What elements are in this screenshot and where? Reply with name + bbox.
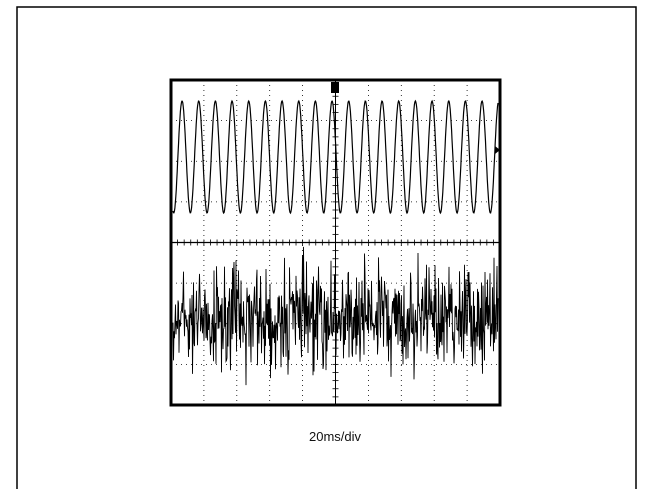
grid — [170, 79, 501, 406]
caption: 20ms/div — [309, 429, 362, 444]
level-marker — [495, 146, 500, 154]
sine-trace — [172, 99, 499, 215]
noise-trace — [172, 246, 499, 386]
trigger-marker — [331, 82, 339, 93]
frame — [16, 6, 637, 489]
